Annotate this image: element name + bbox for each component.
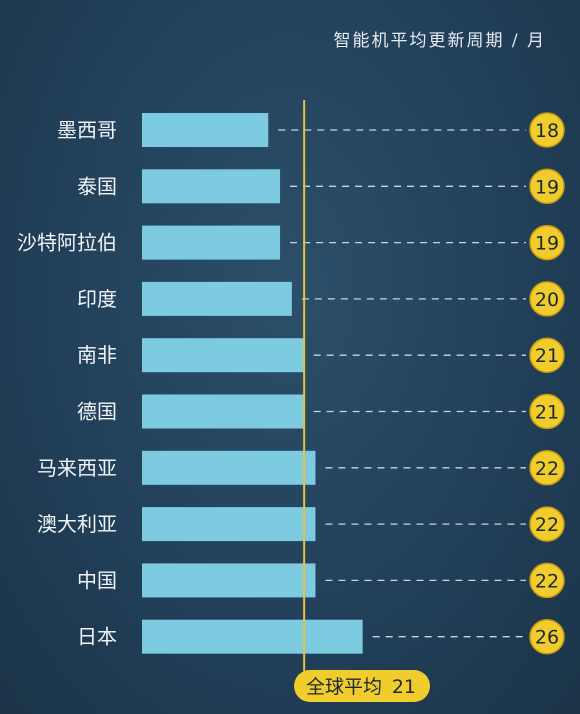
reference-label: 全球平均 <box>306 676 382 698</box>
reference-label-pill <box>294 670 430 702</box>
category-label: 中国 <box>77 568 117 592</box>
category-label: 印度 <box>77 287 117 311</box>
bar <box>142 507 316 542</box>
category-label: 沙特阿拉伯 <box>17 231 117 255</box>
bar <box>142 225 281 260</box>
value-badge <box>529 112 565 148</box>
data-label: 18 <box>535 120 559 142</box>
data-label: 21 <box>535 402 559 424</box>
bar <box>142 450 316 485</box>
value-badge <box>529 562 565 599</box>
bar <box>142 394 304 429</box>
value-badge <box>529 393 565 430</box>
value-badge <box>529 281 565 317</box>
value-badge <box>529 224 565 261</box>
bar <box>142 169 281 204</box>
bar <box>142 338 304 373</box>
value-badge <box>529 168 565 205</box>
category-label: 南非 <box>77 343 117 367</box>
data-label: 19 <box>535 233 559 255</box>
category-label: 墨西哥 <box>57 118 117 142</box>
value-badge <box>529 618 565 655</box>
data-label: 20 <box>535 289 559 311</box>
value-badge <box>529 506 565 542</box>
bar <box>142 563 316 598</box>
reference-value-label: 21 <box>392 676 416 698</box>
data-label: 26 <box>535 627 559 649</box>
bar <box>142 113 269 147</box>
data-label: 22 <box>535 514 559 536</box>
value-badge <box>529 337 565 373</box>
bar <box>142 281 292 316</box>
data-label: 19 <box>535 176 559 198</box>
category-label: 澳大利亚 <box>37 512 117 536</box>
data-label: 22 <box>535 570 559 592</box>
data-label: 22 <box>535 458 559 480</box>
value-badge <box>529 450 565 486</box>
data-label: 21 <box>535 345 559 367</box>
bar <box>142 619 363 654</box>
chart-title: 智能机平均更新周期 / 月 <box>333 31 546 51</box>
category-label: 马来西亚 <box>37 456 117 480</box>
category-label: 泰国 <box>77 174 117 198</box>
category-label: 德国 <box>77 400 117 424</box>
category-label: 日本 <box>77 625 117 649</box>
